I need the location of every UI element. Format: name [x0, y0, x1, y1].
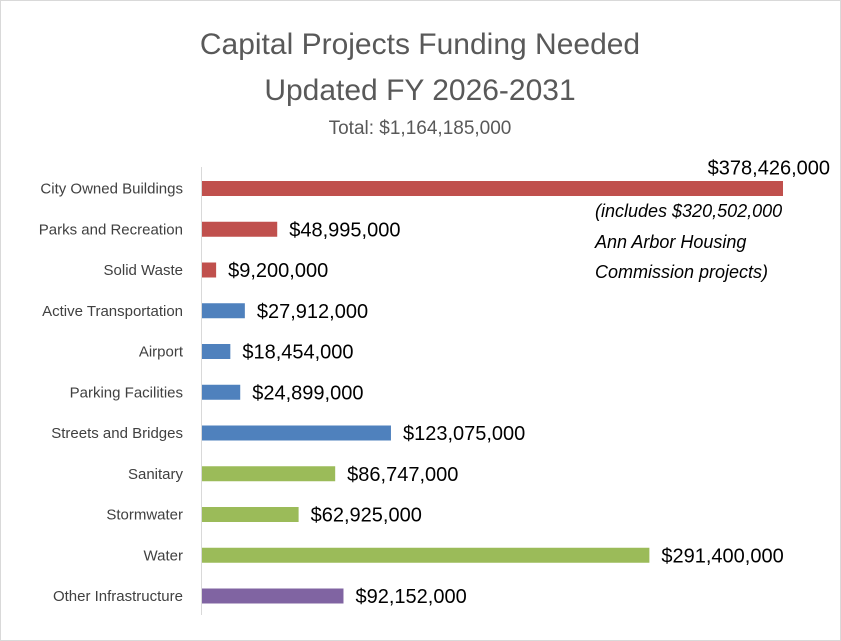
chart-title-line-2: Updated FY 2026-2031 [264, 74, 575, 107]
category-label: Streets and Bridges [51, 425, 183, 442]
bar [202, 466, 336, 482]
bar-value-label: $62,925,000 [311, 505, 422, 527]
category-label: City Owned Buildings [40, 181, 183, 198]
category-label: Active Transportation [42, 303, 183, 320]
bars [202, 181, 783, 604]
category-labels: City Owned Buildings Parks and Recreation… [39, 181, 184, 606]
bar-value-label: $27,912,000 [257, 301, 368, 323]
bar [202, 425, 391, 441]
bar-value-label: $48,995,000 [289, 219, 400, 241]
bar-value-label: $291,400,000 [661, 545, 783, 567]
category-label: Airport [139, 344, 184, 361]
category-label: Solid Waste [104, 262, 183, 279]
bar-value-label: $378,426,000 [708, 158, 830, 180]
bar-value-label: $123,075,000 [403, 423, 525, 445]
bar [202, 384, 241, 400]
annotation-line-3: Commission projects) [595, 262, 768, 282]
bar [202, 262, 217, 278]
category-label: Water [144, 547, 183, 564]
category-label: Sanitary [128, 466, 184, 483]
annotation-line-1: (includes $320,502,000 [595, 201, 782, 221]
category-label: Parks and Recreation [39, 221, 183, 238]
bar-value-label: $24,899,000 [252, 382, 363, 404]
bar-value-label: $86,747,000 [347, 464, 458, 486]
chart-subtitle: Total: $1,164,185,000 [329, 118, 512, 139]
bar [202, 547, 650, 563]
bar [202, 507, 299, 522]
chart-title-line-1: Capital Projects Funding Needed [200, 28, 640, 61]
value-labels: $378,426,000 $48,995,000 $9,200,000 $27,912… [228, 158, 830, 609]
bar-value-label: $92,152,000 [355, 586, 466, 608]
bar [202, 344, 231, 359]
category-label: Other Infrastructure [53, 588, 183, 605]
category-label: Parking Facilities [70, 384, 183, 401]
bar [202, 181, 783, 196]
bar [202, 221, 278, 237]
bar-value-label: $18,454,000 [242, 342, 353, 364]
annotation-line-2: Ann Arbor Housing [594, 232, 746, 252]
category-label: Stormwater [106, 507, 183, 524]
bar-value-label: $9,200,000 [228, 260, 328, 282]
bar [202, 303, 245, 319]
bar [202, 588, 344, 604]
